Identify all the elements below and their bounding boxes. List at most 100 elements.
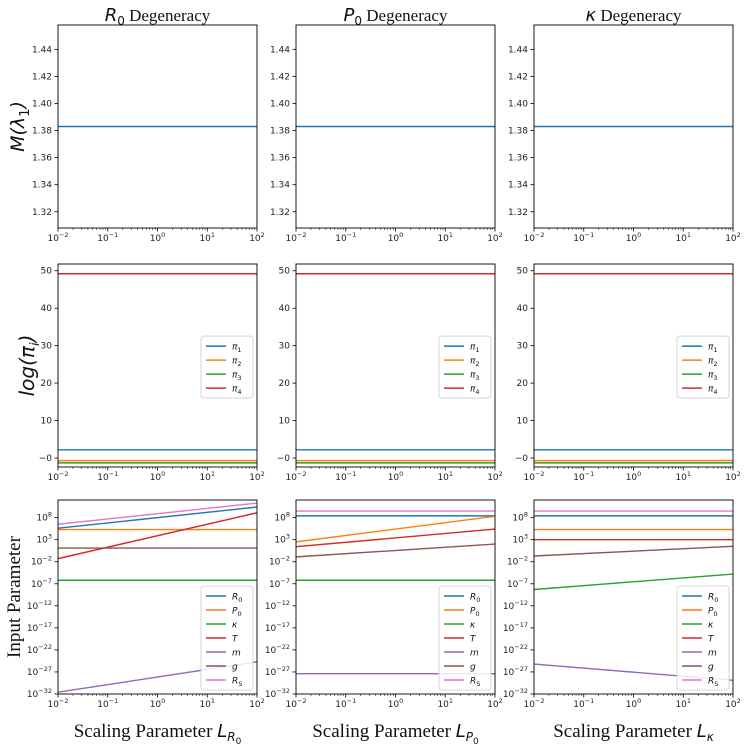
legend-label: T	[470, 635, 477, 645]
x-axis-label: Scaling Parameter Lκ	[553, 721, 715, 744]
legend-label: R0	[470, 593, 480, 605]
column-title: P0 Degeneracy	[344, 5, 448, 28]
legend-label: P0	[470, 607, 480, 619]
y-tick-label: 1.42	[508, 72, 528, 82]
legend-label: κ	[470, 621, 476, 631]
legend-label: π3	[708, 371, 718, 383]
x-tick-label: 100	[150, 697, 166, 710]
legend-label: RS	[708, 677, 718, 689]
panel-r1-c2: 10−2 10−1 100 101 102 −0 10 20 30 40 50 π1 π2 π3 π4	[515, 263, 741, 483]
y-tick-label: 1.32	[270, 208, 290, 218]
x-tick-label: 101	[437, 697, 453, 710]
legend-label: T	[232, 635, 239, 645]
legend-label: T	[708, 635, 715, 645]
series-line-T	[296, 528, 495, 548]
y-axis-label-eigenvalue: M(λ1)	[7, 101, 33, 152]
x-tick-label: 102	[249, 697, 265, 710]
series-group	[58, 502, 257, 693]
legend-label: RS	[232, 677, 242, 689]
legend-label: m	[708, 649, 717, 659]
y-tick-label: 10−27	[503, 665, 528, 678]
legend-label: π4	[470, 385, 480, 397]
y-tick-label: 40	[279, 304, 291, 314]
x-tick-label: 10−2	[285, 697, 306, 710]
x-tick-label: 10−2	[47, 231, 68, 244]
x-tick-label: 10−1	[335, 697, 356, 710]
y-tick-label: 20	[279, 379, 291, 389]
x-axis-label: Scaling Parameter LR0	[74, 721, 242, 747]
legend-label: π4	[708, 385, 718, 397]
x-tick-label: 10−1	[335, 231, 356, 244]
legend-label: κ	[232, 621, 238, 631]
column-title: R0 Degeneracy	[105, 5, 211, 28]
legend: π1 π2 π3 π4	[438, 335, 492, 399]
legend: π1 π2 π3 π4	[676, 335, 730, 399]
y-tick-label: 10−27	[27, 665, 52, 678]
legend-box	[438, 335, 492, 399]
y-axis-label-input-parameter: Input Parameter	[4, 535, 25, 658]
y-tick-label: 10−32	[27, 687, 52, 700]
legend-box	[200, 585, 254, 691]
panel-r1-c1: 10−2 10−1 100 101 102 −0 10 20 30 40 50 π1 π2 π3 π4	[277, 263, 503, 483]
y-tick-label: 1.34	[270, 181, 290, 191]
series-group	[534, 273, 733, 464]
series-line-R0	[58, 506, 257, 529]
x-tick-label: 102	[725, 697, 741, 710]
panel-r2-c1: 10−2 10−1 100 101 102 108 103 10−2 10−7 10−12 10−1…	[265, 499, 503, 710]
y-tick-label: 10−22	[265, 643, 290, 656]
legend-label: P0	[232, 607, 242, 619]
y-tick-label: 20	[41, 379, 53, 389]
x-tick-label: 101	[199, 231, 215, 244]
y-tick-label: 40	[517, 304, 529, 314]
x-tick-label: 100	[150, 231, 166, 244]
x-tick-label: 10−2	[47, 697, 68, 710]
series-group	[58, 273, 257, 464]
y-tick-label: 103	[274, 533, 290, 546]
x-tick-label: 100	[626, 470, 642, 483]
x-tick-label: 101	[199, 697, 215, 710]
series-line-P0	[296, 515, 495, 543]
x-tick-label: 101	[199, 470, 215, 483]
y-tick-label: 108	[512, 511, 528, 524]
x-tick-label: 10−2	[285, 231, 306, 244]
x-tick-label: 100	[626, 231, 642, 244]
panel-r0-c2: 10−2 10−1 100 101 102 1.32 1.34 1.36 1.38 1.40 1.4…	[508, 24, 741, 244]
y-tick-label: 50	[517, 267, 529, 277]
y-tick-label: 1.34	[32, 181, 52, 191]
panel-r2-c2: 10−2 10−1 100 101 102 108 103 10−2 10−7 10−12 10−1…	[503, 499, 741, 710]
series-group	[296, 510, 495, 675]
y-tick-label: 10	[517, 417, 529, 427]
x-tick-label: 102	[487, 697, 503, 710]
x-tick-label: 10−2	[523, 231, 544, 244]
legend-label: π1	[232, 343, 242, 355]
legend-box	[676, 585, 730, 691]
y-tick-label: 10−2	[269, 555, 290, 568]
legend-label: π4	[232, 385, 242, 397]
y-tick-label: 1.38	[270, 127, 290, 137]
y-tick-label: 1.36	[32, 154, 52, 164]
legend-label: κ	[708, 621, 714, 631]
legend-label: m	[470, 649, 479, 659]
series-line-g	[296, 543, 495, 558]
y-tick-label: 30	[279, 342, 291, 352]
y-tick-label: 1.42	[270, 72, 290, 82]
panel-r0-c0: 10−2 10−1 100 101 102 1.32 1.34 1.36 1.38 1.40 1.4…	[32, 24, 265, 244]
y-tick-label: 1.44	[270, 45, 290, 55]
y-tick-label: 1.42	[32, 72, 52, 82]
legend-box	[438, 585, 492, 691]
y-tick-label: 103	[36, 533, 52, 546]
x-tick-label: 10−2	[523, 697, 544, 710]
series-group	[296, 273, 495, 464]
y-tick-label: 10	[279, 417, 291, 427]
legend-label: π2	[470, 357, 480, 369]
x-tick-label: 10−2	[47, 470, 68, 483]
y-tick-label: 10−17	[503, 621, 528, 634]
y-tick-label: 1.32	[508, 208, 528, 218]
x-tick-label: 10−1	[97, 231, 118, 244]
y-tick-label: 1.34	[508, 181, 528, 191]
x-tick-label: 10−1	[97, 697, 118, 710]
legend-label: π3	[232, 371, 242, 383]
x-tick-label: 102	[249, 470, 265, 483]
